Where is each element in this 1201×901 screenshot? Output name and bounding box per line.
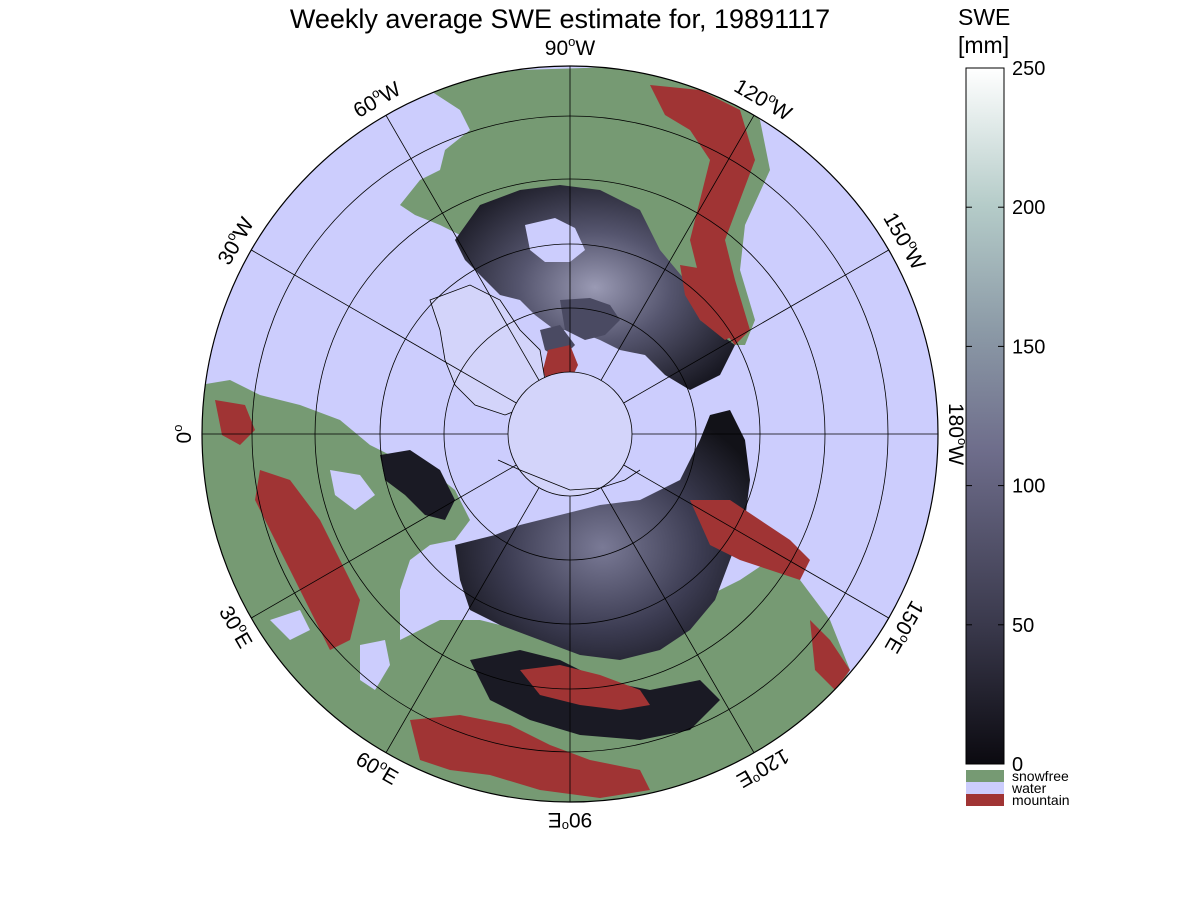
colorbar-title: SWE <box>958 4 1011 30</box>
meridian-line <box>251 249 517 404</box>
category-label-mountain: mountain <box>1012 792 1070 808</box>
category-label-snowfree: snowfree <box>1012 768 1069 784</box>
snow-field-north-america <box>455 185 735 390</box>
colorbar-ticks: 250 200 150 100 50 0 <box>966 58 1045 776</box>
lon-degree: 90 <box>545 37 568 60</box>
lon-180w-label: 180oW <box>944 403 970 465</box>
svg-text:90oE: 90oE <box>548 808 593 834</box>
snow-field-eurasia <box>455 410 750 660</box>
meridian-grid <box>202 66 938 802</box>
colorbar-unit: [mm] <box>958 32 1010 58</box>
svg-text:180oW: 180oW <box>944 403 970 465</box>
lon-90e-label: 90oE <box>548 808 593 834</box>
colorbar-tick-label: 250 <box>1012 58 1045 80</box>
map-frame <box>201 65 939 803</box>
colorbar-tick-label: 200 <box>1012 197 1045 219</box>
lon-degree: 90 <box>569 808 592 831</box>
category-swatch-snowfree <box>966 770 1004 782</box>
arctic-coast <box>497 459 641 491</box>
mountains-east-siberia <box>690 500 810 580</box>
lon-degree: 0 <box>173 432 196 444</box>
arctic-ice-cap <box>508 372 632 496</box>
baltic-sea <box>330 470 375 510</box>
category-label-water: water <box>1011 780 1047 796</box>
snow-field-scandinavia <box>380 450 455 520</box>
lon-90w-label: 90oW <box>545 34 596 60</box>
category-swatch-mountain <box>966 794 1004 806</box>
mountains-tibet <box>520 665 650 710</box>
meridian-line <box>623 249 889 404</box>
lon-degree: 60 <box>352 748 384 780</box>
mountains-alaska <box>680 265 745 340</box>
meridian-line <box>385 115 540 381</box>
lon-degree: 180 <box>944 403 967 438</box>
mountains-kamchatka <box>810 620 850 690</box>
lon-degree: 30 <box>214 237 246 269</box>
colorbar-tick-label: 150 <box>1012 336 1045 358</box>
mountains-rockies <box>650 85 755 345</box>
colorbar-tick-label: 100 <box>1012 476 1045 498</box>
colorbar-tick-label: 50 <box>1012 615 1034 637</box>
chart-title: Weekly average SWE estimate for, 1989111… <box>289 4 831 34</box>
canadian-archipelago <box>540 298 620 360</box>
black-sea <box>270 610 310 640</box>
svg-text:90oW: 90oW <box>545 34 596 60</box>
svg-text:0o: 0o <box>170 425 196 444</box>
colorbar-gradient <box>965 67 1005 765</box>
meridian-line <box>385 487 540 753</box>
meridian-line <box>623 464 889 619</box>
meridian-line <box>600 115 755 381</box>
meridian-line <box>251 464 517 619</box>
lon-0-label: 0o <box>170 425 196 444</box>
colorbar-tick-label: 0 <box>1012 754 1023 776</box>
caspian-sea <box>360 640 390 690</box>
meridian-line <box>600 487 755 753</box>
category-swatch-water <box>966 782 1004 794</box>
mountains-alps <box>255 470 360 650</box>
